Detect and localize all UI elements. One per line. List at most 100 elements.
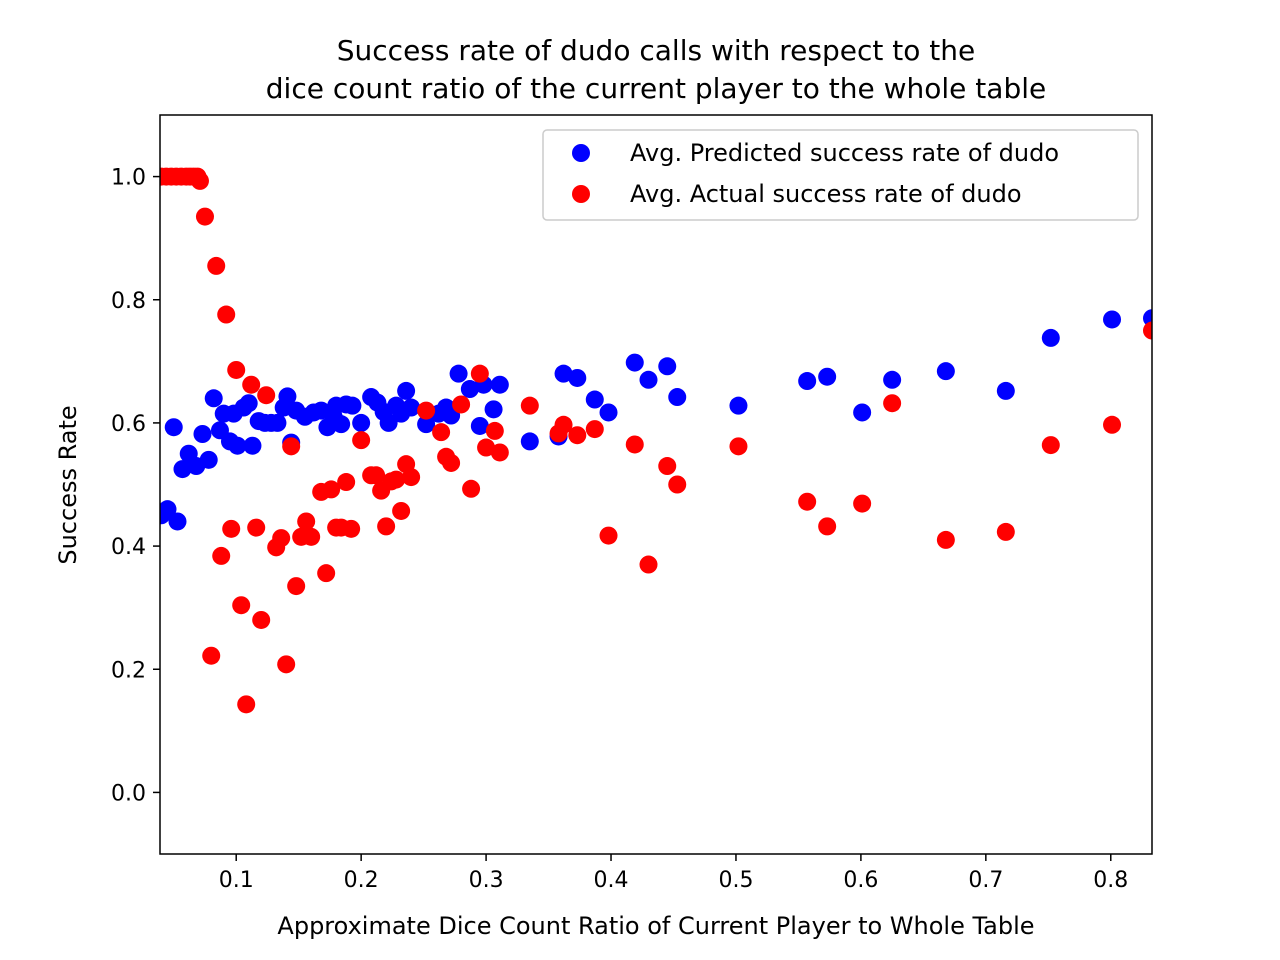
data-point-actual [1103,415,1122,434]
data-point-actual [485,421,504,440]
data-point-actual [798,492,817,511]
data-point-actual [337,473,356,492]
data-point-actual [432,423,451,442]
data-point-predicted [883,370,902,389]
data-point-predicted [243,436,262,455]
y-axis-label: Success Rate [54,405,82,564]
data-point-predicted [379,413,398,432]
data-point-actual [658,457,677,476]
y-tick-label: 1.0 [111,166,146,191]
y-tick-label: 0.4 [111,535,146,560]
data-point-predicted [668,388,687,407]
data-point-actual [257,386,276,405]
data-point-actual [639,555,658,574]
points-layer [160,167,1152,714]
y-tick-label: 0.0 [111,781,146,806]
y-tick-label: 0.6 [111,412,146,437]
data-point-actual [1143,321,1152,340]
y-tick-label: 0.8 [111,289,146,314]
data-point-predicted [268,413,287,432]
x-axis: 0.1 0.2 0.3 0.4 0.5 0.6 0.7 0.8 [219,854,1128,893]
data-point-predicted [160,500,177,519]
legend-marker-actual [572,185,590,203]
data-point-predicted [168,512,187,531]
data-point-predicted [484,400,503,419]
data-point-predicted [490,375,509,394]
data-point-predicted [996,381,1015,400]
data-point-actual [417,401,436,420]
data-point-actual [282,437,301,456]
data-point-actual [554,415,573,434]
data-point-predicted [332,415,351,434]
data-point-predicted [625,353,644,372]
x-tick-label: 0.2 [344,868,379,893]
data-point-predicted [818,367,837,386]
data-point-actual [297,512,316,531]
x-tick-label: 0.5 [718,868,753,893]
y-axis: 0.0 0.2 0.4 0.6 0.8 1.0 [111,166,160,806]
data-point-predicted [470,416,489,435]
x-tick-label: 0.1 [219,868,254,893]
data-point-actual [853,494,872,513]
data-point-predicted [402,398,421,417]
data-point-predicted [417,415,436,434]
data-point-actual [392,501,411,520]
x-tick-label: 0.7 [968,868,1003,893]
data-point-actual [322,480,341,499]
data-point-actual [302,527,321,546]
data-point-actual [277,655,296,674]
data-point-actual [883,394,902,413]
data-point-actual [287,577,306,596]
data-point-actual [462,479,481,498]
x-axis-label: Approximate Dice Count Ratio of Current … [277,912,1034,940]
data-point-actual [190,171,209,190]
data-point-actual [387,470,406,489]
data-point-actual [470,364,489,383]
legend-marker-predicted [572,144,590,162]
data-point-actual [599,526,618,545]
legend-label-actual: Avg. Actual success rate of dudo [630,180,1022,208]
data-point-actual [352,431,371,450]
data-point-predicted [199,450,218,469]
data-point-actual [342,519,361,538]
data-point-predicted [520,432,539,451]
data-point-predicted [228,436,247,455]
data-point-actual [195,207,214,226]
x-tick-label: 0.4 [594,868,629,893]
data-point-actual [207,256,226,275]
series-actual [160,167,1152,714]
data-point-actual [252,610,271,629]
data-point-actual [202,646,221,665]
data-point-predicted [936,362,955,381]
data-point-actual [477,438,496,457]
data-point-actual [377,517,396,536]
data-point-predicted [239,394,258,413]
data-point-predicted [352,413,371,432]
data-point-actual [936,530,955,549]
data-point-actual [232,596,251,615]
data-point-predicted [1041,328,1060,347]
data-point-predicted [798,372,817,391]
data-point-predicted [585,390,604,409]
data-point-predicted [449,364,468,383]
x-tick-label: 0.8 [1093,868,1128,893]
data-point-predicted [193,425,212,444]
data-point-predicted [397,381,416,400]
data-point-predicted [278,387,297,406]
data-point-actual [367,466,386,485]
data-point-actual [996,522,1015,541]
data-point-actual [818,517,837,536]
data-point-actual [625,435,644,454]
legend-label-predicted: Avg. Predicted success rate of dudo [630,139,1059,167]
data-point-actual [452,395,471,414]
data-point-predicted [853,403,872,422]
data-point-predicted [460,380,479,399]
data-point-actual [568,426,587,445]
data-point-predicted [164,418,183,437]
data-point-predicted [173,460,192,479]
data-point-actual [237,695,256,714]
x-tick-label: 0.3 [469,868,504,893]
data-point-predicted [658,357,677,376]
data-point-actual [490,443,509,462]
